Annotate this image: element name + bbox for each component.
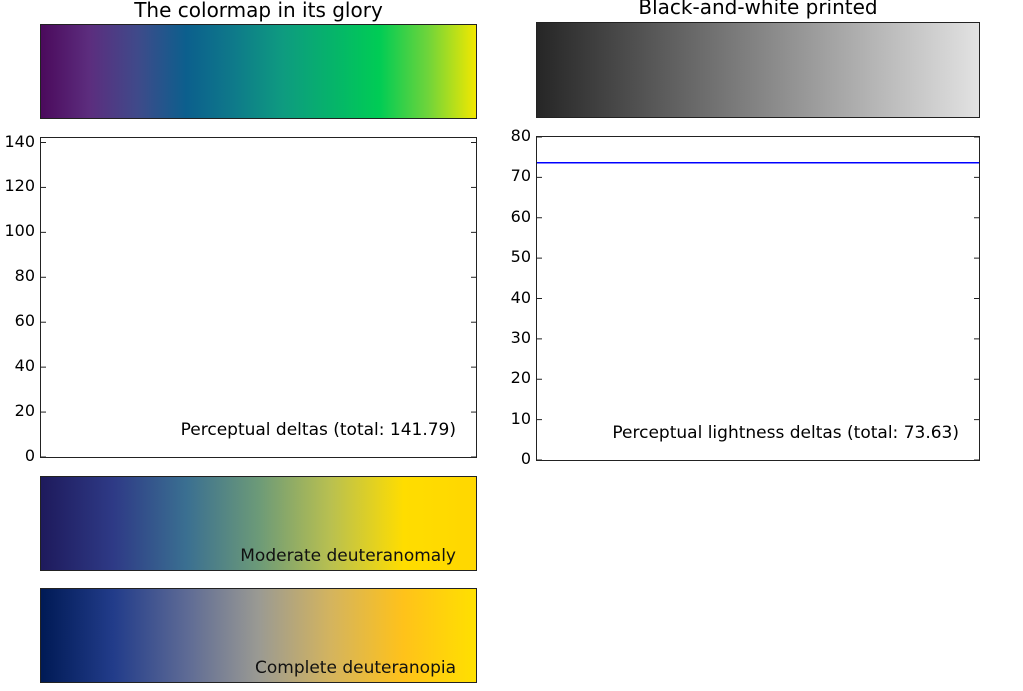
complete-deuteranopia-strip: Complete deuteranopia [40, 588, 477, 683]
y-tick-label: 0 [24, 446, 35, 465]
y-tick-label: 60 [510, 206, 531, 226]
y-tick-label: 60 [14, 311, 35, 331]
y-tick-label: 40 [510, 287, 531, 307]
y-tick-label: 0 [520, 449, 531, 468]
glory-colormap-strip [40, 24, 477, 119]
y-tick-label: 50 [510, 247, 531, 267]
complete-deuteranopia-label: Complete deuteranopia [255, 658, 456, 678]
perceptual-deltas-plot: Perceptual deltas (total: 141.79) 0 20 40 6… [4, 133, 477, 464]
perceptual-deltas-annotation: Perceptual deltas (total: 141.79) [180, 420, 456, 440]
bw-colormap-strip [536, 22, 980, 118]
y-tick-label: 70 [510, 166, 531, 186]
y-tick-label: 10 [510, 408, 531, 428]
perceptual-deltas-svg [41, 141, 476, 458]
bw-title: Black-and-white printed [638, 0, 878, 19]
y-tick-label: 140 [4, 131, 35, 151]
y-tick-label: 20 [510, 368, 531, 388]
y-tick-label: 120 [4, 176, 35, 196]
y-tick-label: 30 [510, 327, 531, 347]
y-tick-label: 80 [510, 126, 531, 145]
moderate-deuteranomaly-strip: Moderate deuteranomaly [40, 476, 477, 571]
y-tick-label: 40 [14, 356, 35, 376]
y-tick-label: 80 [14, 266, 35, 286]
perceptual-lightness-deltas-annotation: Perceptual lightness deltas (total: 73.6… [612, 423, 959, 443]
perceptual-lightness-deltas-svg [537, 136, 979, 461]
perceptual-lightness-deltas-plot: Perceptual lightness deltas (total: 73.6… [511, 128, 980, 467]
moderate-deuteranomaly-label: Moderate deuteranomaly [240, 546, 456, 566]
y-tick-label: 20 [14, 401, 35, 421]
y-tick-label: 100 [4, 221, 35, 241]
glory-title: The colormap in its glory [134, 0, 383, 22]
